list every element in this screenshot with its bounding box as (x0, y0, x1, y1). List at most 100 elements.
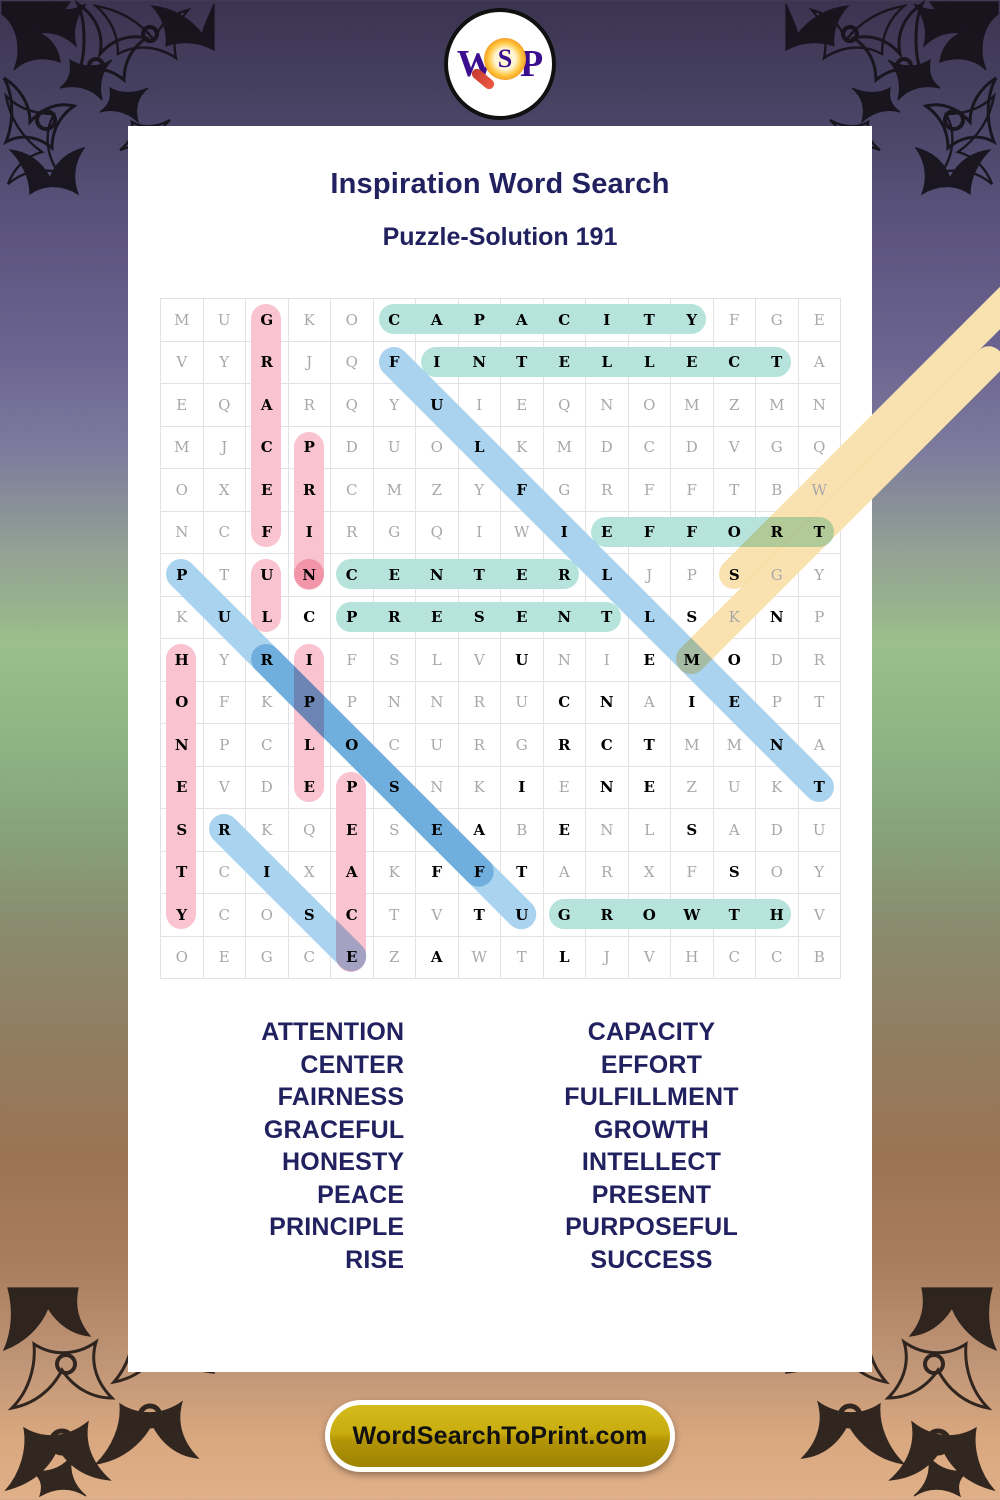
grid-cell[interactable]: B (755, 468, 799, 512)
grid-cell[interactable]: I (585, 638, 629, 682)
grid-cell[interactable]: P (457, 298, 501, 342)
grid-cell[interactable]: F (627, 468, 671, 512)
grid-cell[interactable]: A (542, 850, 586, 894)
grid-cell[interactable]: Z (415, 468, 459, 512)
grid-cell[interactable]: E (712, 680, 756, 724)
grid-cell[interactable]: C (585, 723, 629, 767)
grid-cell[interactable]: E (500, 595, 544, 639)
grid-cell[interactable]: K (372, 850, 416, 894)
grid-cell[interactable]: G (500, 723, 544, 767)
grid-cell[interactable]: R (585, 850, 629, 894)
grid-cell[interactable]: L (542, 935, 586, 979)
grid-cell[interactable]: O (160, 935, 204, 979)
grid-cell[interactable]: K (287, 298, 331, 342)
grid-cell[interactable]: B (797, 935, 841, 979)
grid-cell[interactable]: F (712, 298, 756, 342)
grid-cell[interactable]: U (202, 595, 246, 639)
grid-cell[interactable]: M (160, 298, 204, 342)
grid-cell[interactable]: H (670, 935, 714, 979)
grid-cell[interactable]: T (500, 340, 544, 384)
grid-cell[interactable]: V (160, 340, 204, 384)
grid-cell[interactable]: C (202, 510, 246, 554)
grid-cell[interactable]: E (670, 340, 714, 384)
grid-cell[interactable]: N (542, 638, 586, 682)
grid-cell[interactable]: R (287, 383, 331, 427)
grid-cell[interactable]: G (755, 425, 799, 469)
grid-cell[interactable]: N (585, 765, 629, 809)
grid-cell[interactable]: P (330, 680, 374, 724)
grid-cell[interactable]: N (585, 680, 629, 724)
grid-cell[interactable]: P (160, 553, 204, 597)
grid-cell[interactable]: P (755, 680, 799, 724)
grid-cell[interactable]: O (755, 850, 799, 894)
grid-cell[interactable]: D (755, 808, 799, 852)
grid-cell[interactable]: I (287, 510, 331, 554)
grid-cell[interactable]: F (500, 468, 544, 512)
grid-cell[interactable]: T (372, 893, 416, 937)
grid-cell[interactable]: T (712, 893, 756, 937)
grid-cell[interactable]: I (415, 340, 459, 384)
grid-cell[interactable]: R (585, 893, 629, 937)
grid-cell[interactable]: X (202, 468, 246, 512)
grid-cell[interactable]: R (542, 723, 586, 767)
grid-cell[interactable]: G (372, 510, 416, 554)
grid-cell[interactable]: P (330, 595, 374, 639)
grid-cell[interactable]: N (797, 383, 841, 427)
grid-cell[interactable]: S (670, 808, 714, 852)
grid-cell[interactable]: T (797, 765, 841, 809)
grid-cell[interactable]: F (372, 340, 416, 384)
grid-cell[interactable]: D (670, 425, 714, 469)
grid-cell[interactable]: E (500, 553, 544, 597)
grid-cell[interactable]: D (330, 425, 374, 469)
grid-cell[interactable]: R (287, 468, 331, 512)
grid-cell[interactable]: L (627, 595, 671, 639)
grid-cell[interactable]: F (330, 638, 374, 682)
grid-cell[interactable]: A (415, 935, 459, 979)
grid-cell[interactable]: G (542, 468, 586, 512)
grid-cell[interactable]: J (202, 425, 246, 469)
grid-cell[interactable]: Y (797, 553, 841, 597)
grid-cell[interactable]: F (457, 850, 501, 894)
grid-cell[interactable]: N (755, 595, 799, 639)
grid-cell[interactable]: N (542, 595, 586, 639)
grid-cell[interactable]: E (542, 765, 586, 809)
grid-cell[interactable]: G (755, 298, 799, 342)
grid-cell[interactable]: N (585, 383, 629, 427)
grid-cell[interactable]: X (627, 850, 671, 894)
grid-cell[interactable]: M (670, 723, 714, 767)
grid-cell[interactable]: R (372, 595, 416, 639)
grid-cell[interactable]: E (330, 935, 374, 979)
grid-cell[interactable]: M (542, 425, 586, 469)
grid-cell[interactable]: T (712, 468, 756, 512)
grid-cell[interactable]: A (500, 298, 544, 342)
grid-cell[interactable]: C (330, 553, 374, 597)
grid-cell[interactable]: P (797, 595, 841, 639)
grid-cell[interactable]: C (627, 425, 671, 469)
grid-cell[interactable]: Y (670, 298, 714, 342)
grid-cell[interactable]: F (670, 850, 714, 894)
grid-cell[interactable]: K (712, 595, 756, 639)
grid-cell[interactable]: H (755, 893, 799, 937)
grid-cell[interactable]: V (627, 935, 671, 979)
grid-cell[interactable]: N (160, 510, 204, 554)
grid-cell[interactable]: S (160, 808, 204, 852)
grid-cell[interactable]: K (457, 765, 501, 809)
grid-cell[interactable]: L (245, 595, 289, 639)
grid-cell[interactable]: R (245, 340, 289, 384)
grid-cell[interactable]: I (670, 680, 714, 724)
grid-cell[interactable]: F (670, 468, 714, 512)
grid-cell[interactable]: F (202, 680, 246, 724)
grid-cell[interactable]: G (245, 298, 289, 342)
grid-cell[interactable]: G (755, 553, 799, 597)
grid-cell[interactable]: C (712, 935, 756, 979)
grid-cell[interactable]: R (245, 638, 289, 682)
grid-cell[interactable]: C (330, 468, 374, 512)
grid-cell[interactable]: U (245, 553, 289, 597)
grid-cell[interactable]: D (755, 638, 799, 682)
grid-cell[interactable]: L (585, 340, 629, 384)
grid-cell[interactable]: D (245, 765, 289, 809)
grid-cell[interactable]: T (627, 723, 671, 767)
grid-cell[interactable]: V (712, 425, 756, 469)
grid-cell[interactable]: T (457, 893, 501, 937)
grid-cell[interactable]: N (415, 765, 459, 809)
